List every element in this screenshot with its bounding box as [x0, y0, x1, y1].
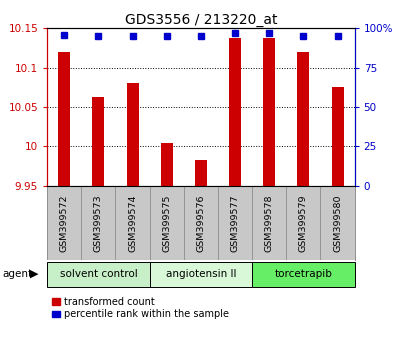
Bar	[194, 160, 207, 186]
Bar	[149, 186, 183, 260]
Bar	[58, 52, 70, 186]
Bar	[115, 186, 149, 260]
Bar	[183, 186, 218, 260]
Bar	[320, 186, 354, 260]
Text: torcetrapib: torcetrapib	[274, 269, 332, 279]
Text: angiotensin II: angiotensin II	[165, 269, 236, 279]
Text: GSM399572: GSM399572	[60, 194, 69, 252]
Bar	[285, 186, 320, 260]
Bar	[149, 262, 252, 287]
Bar	[252, 262, 354, 287]
Bar	[297, 52, 309, 186]
Text: GSM399580: GSM399580	[332, 194, 341, 252]
Bar	[47, 262, 149, 287]
Bar	[252, 186, 285, 260]
Bar	[218, 186, 252, 260]
Text: GSM399575: GSM399575	[162, 194, 171, 252]
Bar	[263, 38, 274, 186]
Text: GSM399573: GSM399573	[94, 194, 103, 252]
Bar	[92, 97, 104, 186]
Text: solvent control: solvent control	[59, 269, 137, 279]
Legend: transformed count, percentile rank within the sample: transformed count, percentile rank withi…	[52, 297, 228, 319]
Bar	[331, 87, 343, 186]
Text: GSM399576: GSM399576	[196, 194, 205, 252]
Text: ▶: ▶	[29, 269, 38, 279]
Bar	[160, 143, 172, 186]
Text: GSM399579: GSM399579	[298, 194, 307, 252]
Text: GSM399578: GSM399578	[264, 194, 273, 252]
Text: agent: agent	[2, 269, 32, 279]
Text: GSM399577: GSM399577	[230, 194, 239, 252]
Title: GDS3556 / 213220_at: GDS3556 / 213220_at	[124, 13, 276, 27]
Bar	[47, 186, 81, 260]
Bar	[229, 38, 240, 186]
Text: GSM399574: GSM399574	[128, 194, 137, 252]
Bar	[81, 186, 115, 260]
Bar	[126, 84, 138, 186]
